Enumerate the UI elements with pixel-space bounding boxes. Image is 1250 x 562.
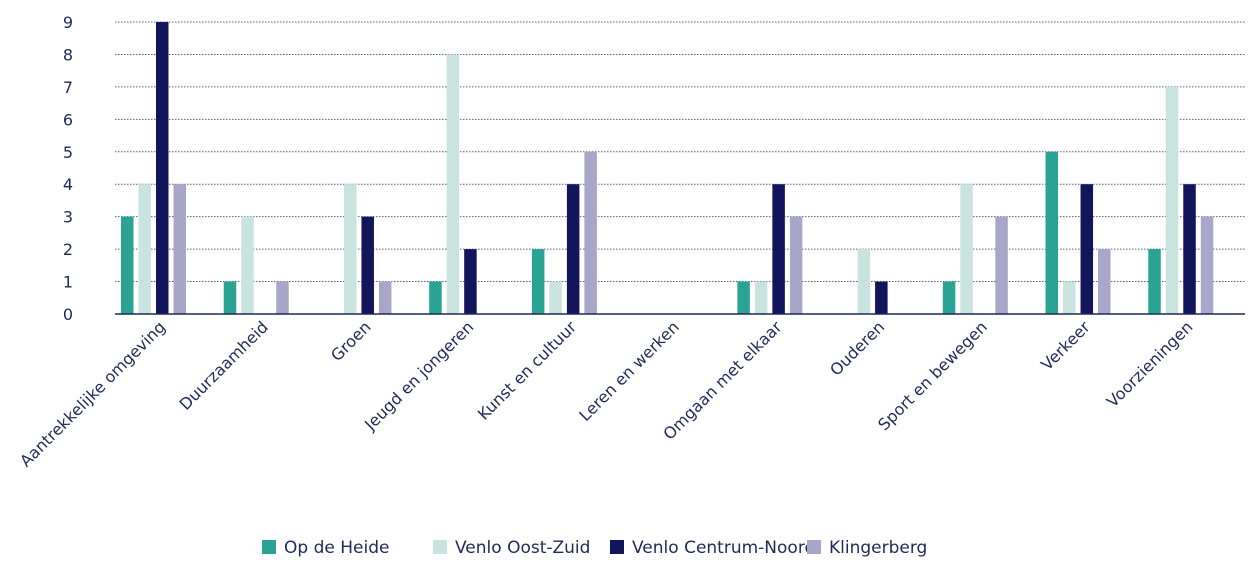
bar: [1045, 151, 1059, 314]
bar: [429, 281, 442, 314]
bar: [942, 281, 956, 314]
bar: [1165, 86, 1179, 314]
legend-swatch: [610, 540, 624, 554]
legend-label: Venlo Centrum-Noord: [632, 538, 815, 558]
y-tick-label: 6: [63, 110, 73, 129]
y-tick-label: 9: [63, 13, 73, 32]
x-category-label: Verkeer: [1037, 317, 1094, 374]
bars: [121, 22, 1214, 314]
bar: [875, 281, 888, 314]
bar: [754, 281, 768, 314]
gridlines: [115, 21, 1245, 283]
bar: [223, 281, 237, 314]
y-tick-label: 1: [63, 273, 73, 292]
y-tick-label: 3: [63, 208, 73, 227]
legend-swatch: [433, 540, 447, 554]
x-category-label: Groen: [327, 317, 375, 365]
bar: [1098, 249, 1111, 314]
legend-label: Op de Heide: [284, 538, 389, 558]
bar: [1148, 249, 1161, 314]
bar: [1200, 216, 1214, 314]
bar: [156, 22, 169, 314]
bar: [378, 281, 392, 314]
x-category-label: Ouderen: [826, 317, 888, 379]
bar: [343, 184, 357, 314]
legend-label: Venlo Oost-Zuid: [455, 538, 590, 558]
bar: [173, 184, 186, 314]
legend: Op de Heide Venlo Oost-Zuid Venlo Centrum-…: [262, 538, 927, 558]
bar: [276, 281, 289, 314]
x-category-label: Jeugd en jongeren: [360, 317, 477, 434]
y-tick-label: 2: [63, 240, 73, 259]
bar: [584, 151, 597, 314]
legend-label: Klingerberg: [829, 538, 927, 558]
y-tick-label: 4: [63, 175, 73, 194]
bar: [772, 184, 785, 314]
x-axis-labels: Aantrekkelijke omgeving Duurzaamheid Groen…: [16, 317, 1196, 470]
x-category-label: Leren en werken: [575, 317, 683, 425]
y-tick-label: 0: [63, 305, 73, 324]
bar: [737, 281, 750, 314]
bar: [566, 184, 580, 314]
bar: [1183, 184, 1196, 314]
x-category-label: Kunst en cultuur: [474, 317, 581, 424]
y-tick-label: 5: [63, 143, 73, 162]
bar: [121, 216, 134, 314]
bar: [960, 184, 973, 314]
bar: [446, 54, 460, 314]
x-category-label: Sport en bewegen: [874, 317, 991, 434]
x-category-label: Voorzieningen: [1103, 317, 1197, 411]
bar: [531, 249, 545, 314]
y-tick-label: 7: [63, 78, 73, 97]
bar: [789, 216, 803, 314]
bar: [1063, 281, 1076, 314]
bar: [995, 216, 1008, 314]
bar: [464, 249, 477, 314]
bar: [549, 281, 562, 314]
x-category-label: Duurzaamheid: [175, 317, 271, 413]
bar: [857, 249, 871, 314]
y-tick-label: 8: [63, 45, 73, 64]
legend-swatch: [262, 540, 276, 554]
y-axis-ticks: 0 1 2 3 4 5 6 7 8 9: [63, 13, 73, 324]
x-category-label: Aantrekkelijke omgeving: [16, 317, 169, 470]
legend-swatch: [807, 540, 821, 554]
bar: [361, 216, 374, 314]
x-category-label: Omgaan met elkaar: [659, 317, 785, 443]
bar: [241, 216, 254, 314]
bar: [138, 184, 151, 314]
bar: [1080, 184, 1094, 314]
